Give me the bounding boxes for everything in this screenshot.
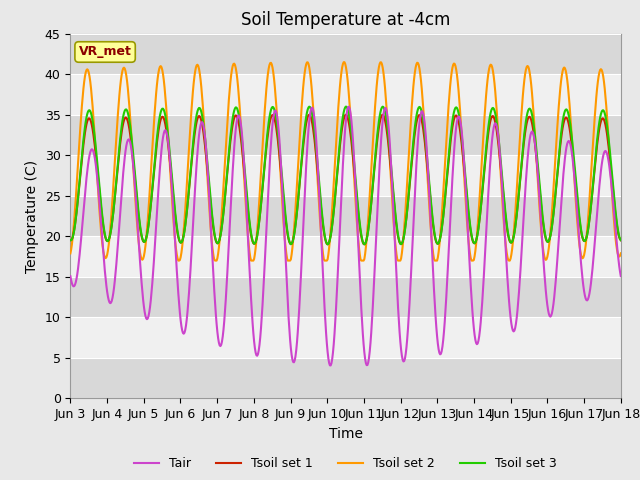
Tsoil set 2 [430,256,438,262]
Tsoil set 3 [617,237,625,243]
Tair [77,244,84,250]
Tsoil set 2 [175,258,182,264]
Tsoil set 2 [414,60,422,66]
Tsoil set 1 [342,112,350,118]
Tair [430,288,438,293]
Tsoil set 1 [77,172,84,178]
Bar [70,358,621,398]
Line: Tsoil set 2: Tsoil set 2 [70,62,621,261]
Tsoil set 3 [189,142,196,148]
Tair [189,225,196,230]
Bar [70,115,621,155]
Tair [617,273,625,279]
Tsoil set 3 [360,241,368,247]
Tsoil set 2 [67,251,74,256]
Tsoil set 1 [324,241,332,247]
Tair [67,273,74,279]
Tsoil set 2 [219,195,227,201]
Legend: Tair, Tsoil set 1, Tsoil set 2, Tsoil set 3: Tair, Tsoil set 1, Tsoil set 2, Tsoil se… [129,452,562,475]
Tsoil set 1 [430,229,438,235]
Tsoil set 2 [77,124,84,130]
Bar [70,277,621,317]
Tsoil set 3 [430,227,438,233]
Bar [70,34,621,74]
Text: VR_met: VR_met [79,46,132,59]
Tsoil set 3 [67,237,74,243]
Line: Tsoil set 3: Tsoil set 3 [70,107,621,244]
Tsoil set 1 [133,198,141,204]
Tair [344,104,352,110]
Title: Soil Temperature at -4cm: Soil Temperature at -4cm [241,11,451,29]
Line: Tair: Tair [70,107,621,365]
Tair [327,362,335,368]
Tsoil set 3 [414,107,422,112]
Tsoil set 2 [340,60,348,65]
Tsoil set 2 [190,81,198,86]
Tsoil set 3 [218,223,226,228]
Bar [70,196,621,236]
Tsoil set 1 [414,114,422,120]
Tsoil set 2 [133,220,141,226]
Line: Tsoil set 1: Tsoil set 1 [70,115,621,244]
Tsoil set 1 [617,237,625,243]
Tair [414,137,422,143]
Tair [218,339,226,345]
Y-axis label: Temperature (C): Temperature (C) [25,159,39,273]
Tsoil set 3 [342,104,350,109]
Tsoil set 3 [77,169,84,175]
Tsoil set 2 [617,251,625,256]
Tsoil set 1 [218,223,226,228]
Tsoil set 1 [67,237,74,243]
X-axis label: Time: Time [328,427,363,441]
Tsoil set 1 [189,146,196,152]
Tsoil set 3 [133,194,141,200]
Tair [133,213,141,219]
